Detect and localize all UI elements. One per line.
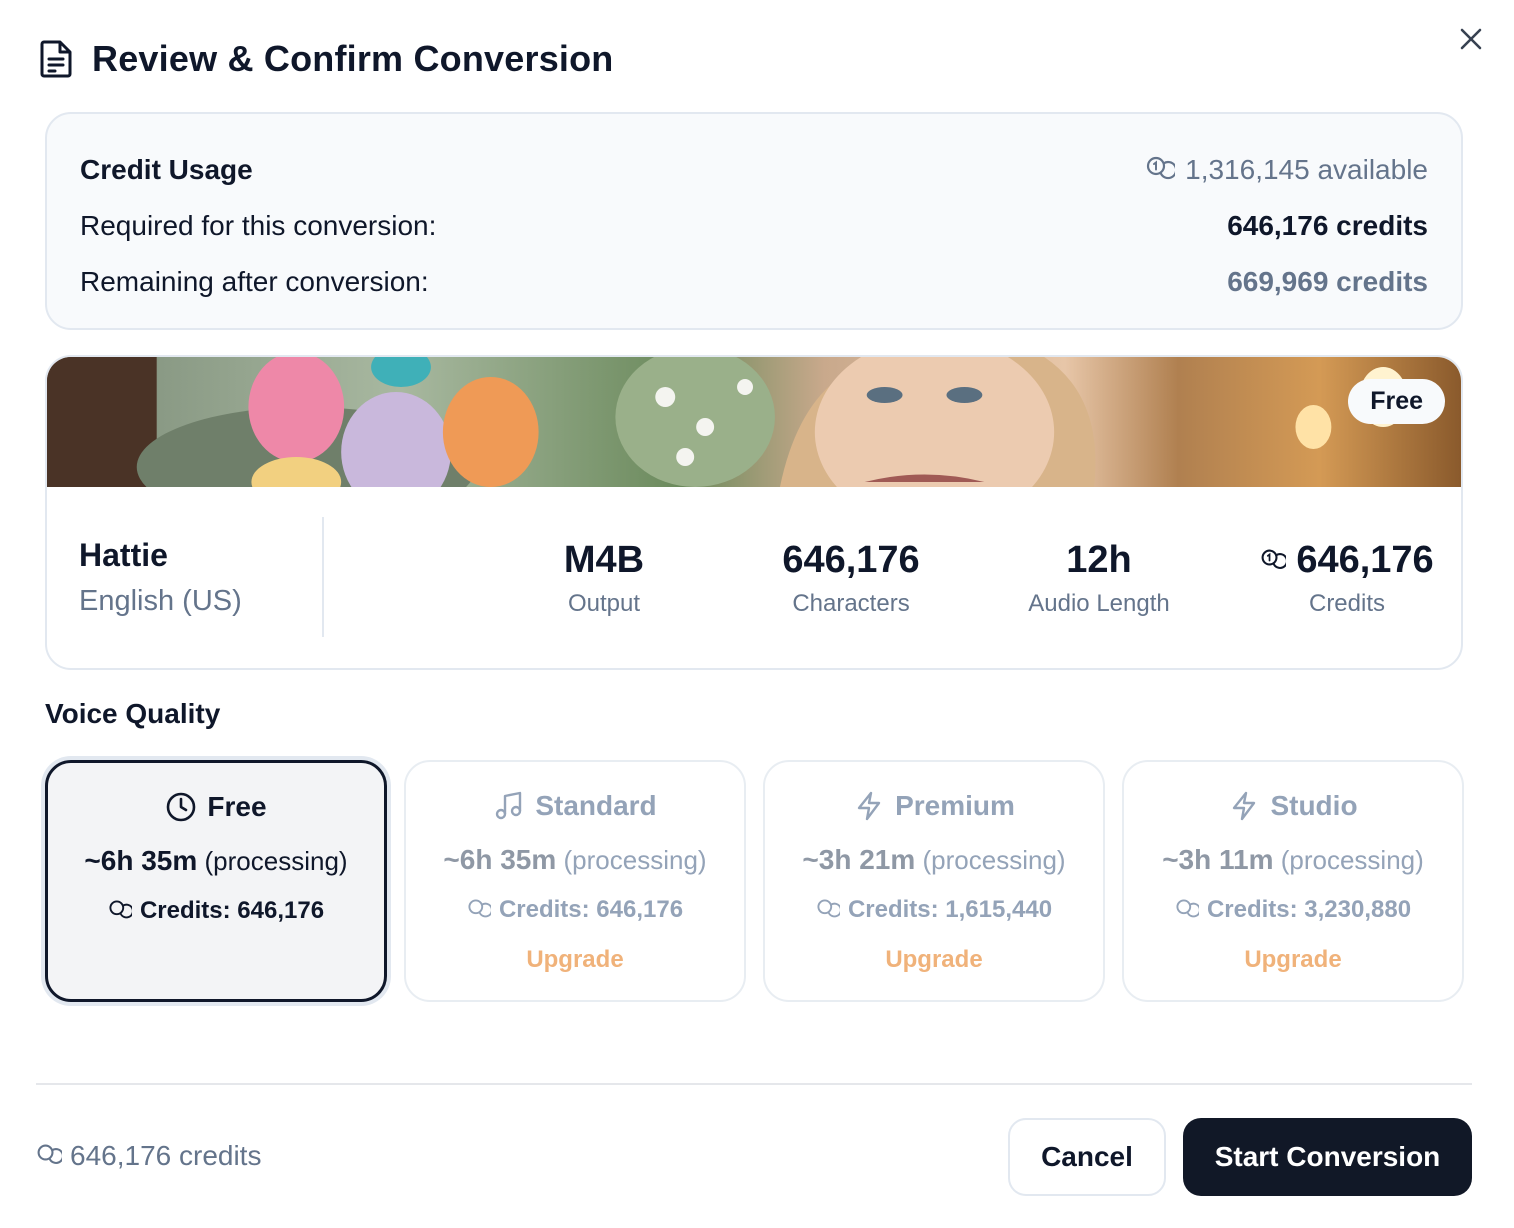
remaining-value: 669,969 credits <box>1227 266 1428 297</box>
processing-suffix: (processing) <box>922 845 1066 875</box>
quality-option-credits: Credits: 1,615,440 <box>765 896 1103 924</box>
voice-card: Free Hattie English (US) M4B Output 646,… <box>45 355 1463 670</box>
quality-option-premium[interactable]: Premium ~3h 21m (processing) Credits: 1,… <box>763 760 1105 1002</box>
coins-icon <box>37 1144 62 1164</box>
lightning-icon <box>857 791 881 821</box>
remaining-credits-row: Remaining after conversion: 669,969 cred… <box>80 254 1428 310</box>
quality-option-time: ~6h 35m (processing) <box>406 844 744 876</box>
cancel-button[interactable]: Cancel <box>1008 1118 1166 1196</box>
stat-characters: 646,176 Characters <box>731 539 971 618</box>
available-credits-text: 1,316,145 available <box>1185 154 1428 185</box>
required-value: 646,176 credits <box>1227 210 1428 241</box>
processing-time: ~6h 35m <box>84 845 198 876</box>
stat-credits-label: Credits <box>1308 590 1386 617</box>
footer-divider <box>36 1083 1472 1085</box>
processing-suffix: (processing) <box>563 845 707 875</box>
close-button[interactable] <box>1456 24 1486 54</box>
quality-option-credits-text: Credits: 1,615,440 <box>847 896 1053 923</box>
required-label: Required for this conversion: <box>80 210 437 241</box>
upgrade-link[interactable]: Upgrade <box>1244 946 1342 973</box>
credit-usage-panel: Credit Usage 1,316,145 available Require… <box>45 112 1463 330</box>
voice-language: English (US) <box>79 585 242 617</box>
coins-icon <box>1147 156 1176 180</box>
voice-tier-badge: Free <box>1348 379 1445 424</box>
stat-output-value: M4B <box>563 539 645 581</box>
stat-characters-value: 646,176 <box>782 539 920 581</box>
quality-option-name: Studio <box>1270 790 1358 821</box>
document-icon <box>40 40 72 78</box>
lightning-icon <box>1233 791 1256 821</box>
quality-option-credits-text: Credits: 3,230,880 <box>1206 896 1412 923</box>
quality-option-standard[interactable]: Standard ~6h 35m (processing) Credits: 6… <box>404 760 746 1002</box>
coins-icon <box>817 899 840 918</box>
credit-usage-header-row: Credit Usage 1,316,145 available <box>80 142 1428 198</box>
available-credits: 1,316,145 available <box>1145 154 1428 186</box>
stat-audio-length-label: Audio Length <box>1028 590 1170 617</box>
credit-usage-heading: Credit Usage <box>80 154 253 185</box>
quality-option-free[interactable]: Free ~6h 35m (processing) Credits: 646,1… <box>45 760 387 1002</box>
dialog-header: Review & Confirm Conversion <box>40 38 614 80</box>
voice-quality-title: Voice Quality <box>45 698 221 729</box>
quality-option-credits-text: Credits: 646,176 <box>498 896 684 923</box>
stat-characters-label: Characters <box>792 590 910 617</box>
music-note-icon <box>496 791 522 820</box>
quality-option-header: Free <box>48 791 384 823</box>
stat-credits: 646,176 Credits <box>1227 539 1461 618</box>
voice-info: Hattie English (US) M4B Output 646,176 C… <box>47 487 1461 668</box>
processing-suffix: (processing) <box>1280 845 1424 875</box>
quality-option-credits-text: Credits: 646,176 <box>139 897 325 924</box>
clock-icon <box>167 792 196 822</box>
close-icon <box>1460 28 1482 50</box>
quality-option-name: Free <box>207 791 267 822</box>
stat-credits-value: 646,176 <box>1296 539 1434 581</box>
stat-credits-value-wrap: 646,176 <box>1227 539 1461 582</box>
quality-option-credits: Credits: 646,176 <box>406 896 744 924</box>
coins-icon <box>468 899 491 918</box>
dialog-title: Review & Confirm Conversion <box>92 38 614 79</box>
upgrade-link[interactable]: Upgrade <box>526 946 624 973</box>
processing-time: ~3h 11m <box>1162 844 1274 875</box>
stat-audio-length-value: 12h <box>1066 539 1132 581</box>
quality-option-credits: Credits: 646,176 <box>48 897 384 925</box>
processing-suffix: (processing) <box>204 846 348 876</box>
coins-icon <box>1176 899 1199 918</box>
voice-banner: Free <box>47 357 1461 487</box>
footer-total-credits: 646,176 credits <box>36 1140 261 1172</box>
stat-output-label: Output <box>567 590 641 617</box>
voice-divider <box>322 517 324 637</box>
quality-option-name: Premium <box>895 790 1015 821</box>
processing-time: ~6h 35m <box>443 844 557 875</box>
quality-option-credits: Credits: 3,230,880 <box>1124 896 1462 924</box>
voice-banner-image <box>47 357 1461 487</box>
stat-output: M4B Output <box>484 539 724 618</box>
coins-icon <box>1261 549 1287 569</box>
quality-option-studio[interactable]: Studio ~3h 11m (processing) Credits: 3,2… <box>1122 760 1464 1002</box>
required-credits-row: Required for this conversion: 646,176 cr… <box>80 198 1428 254</box>
upgrade-link[interactable]: Upgrade <box>885 946 983 973</box>
quality-option-header: Premium <box>765 790 1103 822</box>
voice-name: Hattie <box>79 537 168 573</box>
remaining-label: Remaining after conversion: <box>80 266 429 297</box>
processing-time: ~3h 21m <box>802 844 916 875</box>
quality-option-header: Studio <box>1124 790 1462 822</box>
start-conversion-button[interactable]: Start Conversion <box>1183 1118 1472 1196</box>
stat-audio-length: 12h Audio Length <box>979 539 1219 618</box>
quality-option-header: Standard <box>406 790 744 822</box>
quality-option-time: ~6h 35m (processing) <box>48 845 384 877</box>
quality-option-time: ~3h 21m (processing) <box>765 844 1103 876</box>
footer-total-credits-text: 646,176 credits <box>70 1140 262 1171</box>
quality-option-time: ~3h 11m (processing) <box>1124 844 1462 876</box>
quality-option-name: Standard <box>535 790 657 821</box>
coins-icon <box>109 900 132 919</box>
